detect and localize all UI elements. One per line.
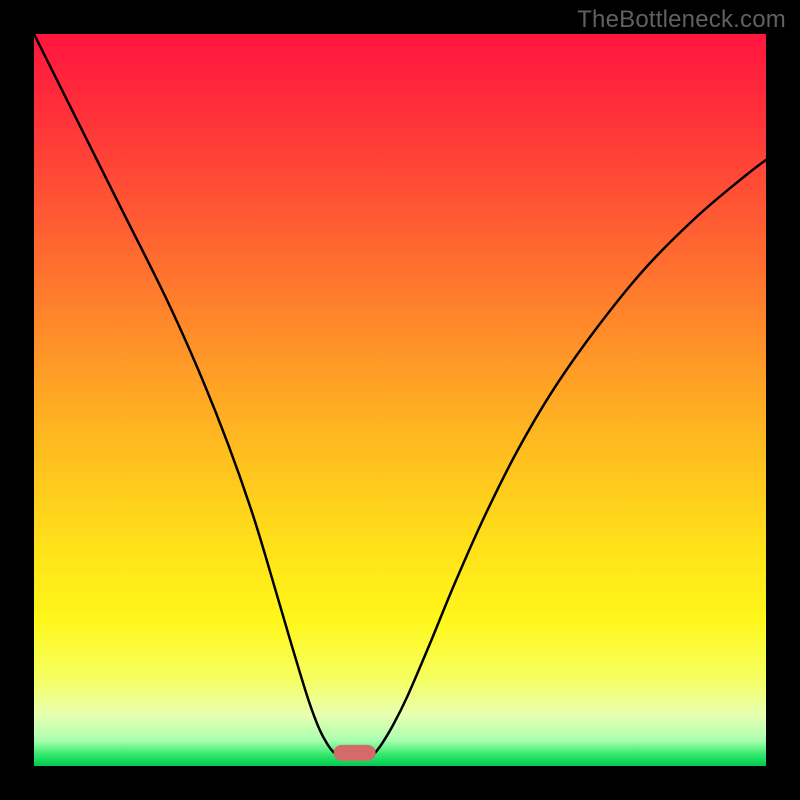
- watermark-text: TheBottleneck.com: [577, 6, 786, 34]
- bottleneck-chart: [0, 0, 800, 800]
- bottom-marker: [334, 745, 376, 761]
- plot-area: [34, 34, 766, 766]
